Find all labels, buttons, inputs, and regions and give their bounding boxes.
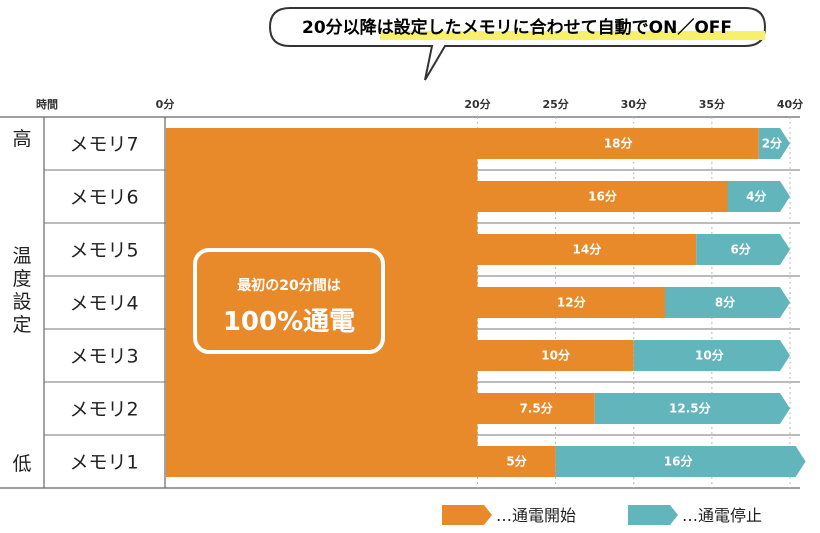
row-label: メモリ4 (69, 293, 138, 315)
bar-off-segment (727, 181, 790, 212)
bar-off-label: 12.5分 (669, 401, 711, 416)
bar-off-segment (594, 393, 790, 424)
bar-off-label: 16分 (664, 454, 693, 469)
side-label-low: 低 (12, 453, 31, 475)
x-tick-label: 35分 (699, 97, 725, 111)
bar-on-label: 5分 (506, 454, 526, 469)
bar-on-segment (476, 128, 759, 159)
bar-off-segment (633, 340, 790, 371)
bar-on-segment (476, 234, 697, 265)
legend-label: …通電開始 (496, 506, 576, 525)
x-tick-label: 40分 (777, 97, 803, 111)
row-label: メモリ5 (69, 240, 138, 262)
legend-label: …通電停止 (682, 506, 762, 525)
bar-on-label: 10分 (541, 348, 570, 363)
bar-on-label: 12分 (557, 295, 586, 310)
legend-swatch (442, 505, 492, 525)
bar-off-segment (696, 234, 790, 265)
callout-box: 最初の20分間は 100%通電 (193, 248, 385, 354)
bar-on-segment (476, 446, 556, 477)
bar-off-segment (555, 446, 806, 477)
callout-line1: 最初の20分間は (237, 277, 340, 294)
row-label: メモリ2 (69, 399, 138, 421)
banner-text: 20分以降は設定したメモリに合わせて自動でON／OFF (302, 17, 732, 38)
bars: 18分 2分 16分 4分 14分 6分 12分 8分 10分 10分 7.5分 12.5分 5分 16分 (166, 128, 806, 477)
bar-off-label: 10分 (695, 348, 724, 363)
x-tick-label: 25分 (542, 97, 568, 111)
side-label-temperature: 温度設定 (12, 245, 31, 336)
legend: …通電開始 …通電停止 (442, 505, 762, 525)
row-label: メモリ3 (69, 346, 138, 368)
bar-on-segment (476, 287, 665, 318)
banner-bubble: 20分以降は設定したメモリに合わせて自動でON／OFF (268, 7, 767, 81)
bar-off-label: 6分 (730, 242, 750, 257)
legend-swatch (628, 505, 678, 525)
bar-off-label: 2分 (762, 136, 782, 151)
row-labels: メモリ7 メモリ6 メモリ5 メモリ4 メモリ3 メモリ2 メモリ1 (69, 134, 138, 474)
bar-off-label: 4分 (746, 189, 766, 204)
bar-on-segment (476, 393, 595, 424)
bar-off-segment (665, 287, 790, 318)
bar-on-label: 14分 (573, 242, 602, 257)
bar-on-label: 18分 (604, 136, 633, 151)
axis-title: 時間 (36, 97, 58, 111)
side-label-high: 高 (12, 128, 31, 150)
bar-on-segment (476, 181, 728, 212)
row-label: メモリ1 (69, 452, 138, 474)
x-axis-ticks: 0分 20分 25分 30分 35分 40分 (156, 97, 803, 111)
bar-on-label: 7.5分 (519, 401, 552, 416)
x-tick-label: 0分 (156, 97, 175, 111)
bar-on-label: 16分 (588, 189, 617, 204)
row-label: メモリ7 (69, 134, 138, 156)
bar-initial-on (166, 128, 478, 477)
callout-line2: 100%通電 (223, 307, 355, 337)
banner-highlight (380, 31, 765, 40)
row-label: メモリ6 (69, 187, 138, 209)
bar-off-label: 8分 (715, 295, 735, 310)
bar-on-segment (476, 340, 634, 371)
bar-off-segment (758, 128, 790, 159)
x-tick-label: 30分 (621, 97, 647, 111)
x-tick-label: 20分 (464, 97, 490, 111)
